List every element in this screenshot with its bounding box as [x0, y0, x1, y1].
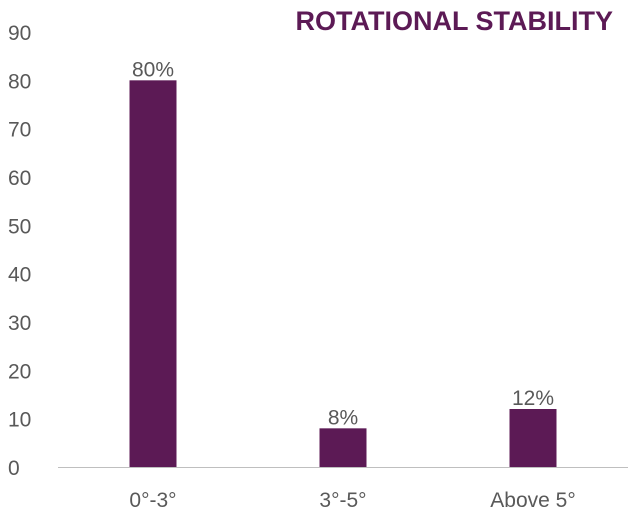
y-tick-label: 70 [8, 119, 31, 142]
y-tick-label: 90 [8, 22, 31, 45]
x-category-label: 3°-5° [319, 489, 366, 512]
y-tick-label: 30 [8, 312, 31, 335]
data-labels: 80% 8% 12% [132, 58, 554, 429]
y-tick-label: 80 [8, 70, 31, 93]
y-tick-label: 0 [8, 457, 20, 480]
data-label: 8% [328, 406, 358, 429]
y-tick-label: 20 [8, 360, 31, 383]
bar [319, 428, 367, 467]
bars [129, 80, 557, 467]
y-tick-label: 50 [8, 215, 31, 238]
y-tick-label: 60 [8, 167, 31, 190]
data-label: 12% [512, 387, 554, 410]
bar [129, 80, 177, 467]
x-category-label: Above 5° [490, 489, 575, 512]
y-tick-label: 40 [8, 264, 31, 287]
x-axis-labels: 0°-3° 3°-5° Above 5° [129, 489, 575, 512]
y-axis-ticks: 0 10 20 30 40 50 60 70 80 90 [8, 22, 31, 480]
bar [509, 409, 557, 467]
y-tick-label: 10 [8, 409, 31, 432]
chart-title: ROTATIONAL STABILITY [296, 6, 613, 36]
data-label: 80% [132, 58, 174, 81]
x-category-label: 0°-3° [129, 489, 176, 512]
